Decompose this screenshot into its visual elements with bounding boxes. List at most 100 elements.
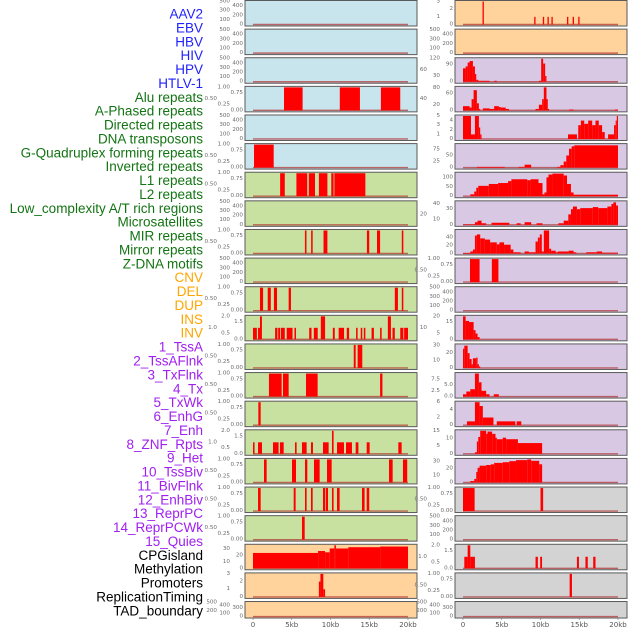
bar xyxy=(489,108,495,111)
track-label: TAD_boundary xyxy=(113,603,203,618)
bar xyxy=(329,548,335,569)
bar xyxy=(400,327,404,340)
y-tick-label: 0 xyxy=(239,79,243,85)
bar xyxy=(495,437,497,454)
track-label: CNV xyxy=(174,270,203,285)
y-tick-label: 0.25 xyxy=(428,273,441,279)
bar xyxy=(491,222,510,225)
bar xyxy=(471,99,474,111)
y-tick-label: 1.00 xyxy=(218,227,231,233)
bar xyxy=(474,191,477,197)
bar xyxy=(539,464,543,483)
y-tick-label: 90 xyxy=(446,61,454,67)
y-tick-label: 0.50 xyxy=(205,182,218,188)
bar xyxy=(323,230,328,254)
track-label: Inverted repeats xyxy=(105,159,203,174)
bar xyxy=(498,106,501,111)
y-tick-label: 20 xyxy=(433,313,441,319)
bar xyxy=(571,146,575,168)
bar xyxy=(531,460,540,483)
bar xyxy=(557,166,561,168)
track-panel: 0.000.250.50 0.751.00 xyxy=(205,285,418,314)
panel-background xyxy=(244,314,418,342)
track-label: Promoters xyxy=(141,576,204,591)
bar xyxy=(294,327,297,340)
panel-background xyxy=(454,0,628,27)
y-tick-label: 0.75 xyxy=(231,290,244,296)
bar xyxy=(547,108,550,111)
y-tick-label: 1.00 xyxy=(218,285,231,291)
track-label: L2 repeats xyxy=(139,187,203,202)
y-tick-label: 0.0 xyxy=(444,394,453,400)
y-tick-label: 0.25 xyxy=(218,302,231,308)
y-tick-label: 3 xyxy=(436,0,440,5)
bar xyxy=(572,206,577,225)
bar xyxy=(320,316,326,340)
bar xyxy=(480,134,482,139)
bar xyxy=(552,173,564,197)
y-tick-label: 0.50 xyxy=(415,268,428,274)
y-tick-label: 200 xyxy=(232,12,243,18)
bar xyxy=(323,589,326,597)
track-panel: 0.000.250.50 0.751.00 xyxy=(205,399,418,428)
track-label: Methylation xyxy=(134,562,203,577)
y-tick-label: 0.25 xyxy=(218,102,231,108)
bar xyxy=(551,16,553,25)
y-tick-label: 60 xyxy=(420,67,428,73)
y-tick-label: 0.00 xyxy=(231,193,244,199)
y-tick-label: 0.75 xyxy=(231,176,244,182)
bar xyxy=(557,251,569,254)
y-tick-label: 10 xyxy=(433,358,441,364)
y-tick-label: 200 xyxy=(232,41,243,47)
bar xyxy=(254,144,274,168)
y-tick-label: 500 xyxy=(219,113,230,119)
bar xyxy=(498,183,509,197)
y-tick-label: 0.0 xyxy=(234,451,243,457)
y-tick-label: 500 xyxy=(206,600,217,606)
bar xyxy=(516,223,521,225)
track-panel: 0.0 2.5 5.0 7.5 xyxy=(431,372,628,400)
track-panel: 0 20 40 60 80 xyxy=(420,85,628,113)
bar xyxy=(585,556,588,569)
y-tick-label: 2 xyxy=(436,415,440,421)
bar xyxy=(541,58,544,82)
bar xyxy=(470,251,473,254)
bar xyxy=(318,581,321,597)
bar xyxy=(524,222,532,225)
bar xyxy=(291,459,297,483)
panel-background xyxy=(454,572,628,599)
y-tick-label: 500 xyxy=(219,56,230,62)
track-panel: 0.000.250.50 0.751.00 xyxy=(205,514,418,543)
bar xyxy=(463,115,471,139)
bar xyxy=(530,179,539,197)
y-tick-label: 500 xyxy=(219,256,230,262)
panel-background xyxy=(244,286,418,313)
bar xyxy=(482,1,484,25)
bar xyxy=(480,238,485,254)
bar xyxy=(313,327,318,340)
bar xyxy=(389,459,393,483)
bar xyxy=(478,127,481,139)
bar xyxy=(542,194,545,197)
track-panel: 0.000.250.50 0.751.00 xyxy=(205,84,418,113)
y-tick-label: 1.00 xyxy=(218,371,231,377)
bar xyxy=(568,250,574,254)
bar xyxy=(275,327,278,340)
bar xyxy=(478,185,489,197)
y-tick-label: 0 xyxy=(449,50,453,56)
panel-background xyxy=(244,515,418,542)
bar xyxy=(494,462,503,483)
bar xyxy=(478,366,481,368)
y-tick-label: 300 xyxy=(429,523,440,529)
bar xyxy=(481,223,487,225)
track-panel: 0.000.250.50 0.751.00 xyxy=(205,371,418,400)
y-tick-label: 400 xyxy=(232,3,243,9)
y-tick-label: 1.00 xyxy=(428,485,441,491)
bar xyxy=(474,115,479,139)
y-tick-label: 0.50 xyxy=(205,296,218,302)
bar xyxy=(332,327,335,340)
bar xyxy=(470,556,475,569)
bar xyxy=(570,192,574,197)
